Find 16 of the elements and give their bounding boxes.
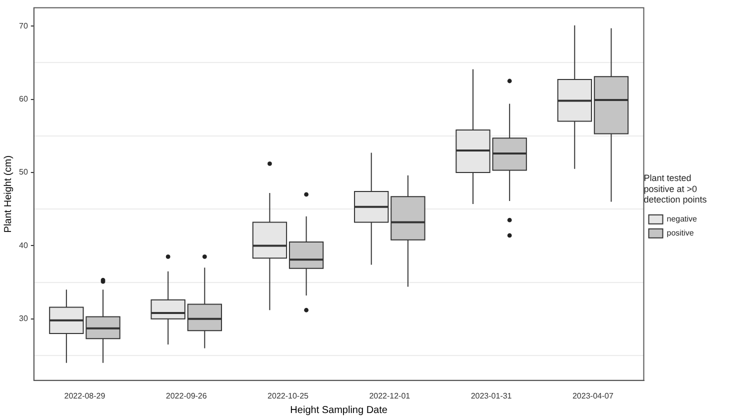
y-tick-label: 50 (18, 168, 28, 177)
legend-title: Plant tested positive at >0 detection points (644, 173, 708, 205)
x-tick-label: 2023-04-07 (572, 391, 614, 400)
y-tick-label: 40 (18, 240, 28, 250)
legend-label: negative (666, 214, 698, 224)
x-axis-title: Height Sampling Date (290, 404, 388, 416)
x-tick-label: 2022-12-01 (369, 391, 411, 400)
x-tick-label: 2022-10-25 (268, 391, 310, 400)
y-axis-title: Plant Height (cm) (2, 155, 14, 233)
y-tick-label: 30 (18, 314, 28, 324)
y-tick-label: 60 (18, 94, 28, 104)
legend-label: positive (666, 228, 694, 238)
x-tick-label: 2022-08-29 (64, 391, 106, 400)
y-tick-label: 70 (18, 21, 28, 30)
x-tick-label: 2022-09-26 (166, 391, 208, 400)
x-tick-label: 2023-01-31 (470, 391, 512, 400)
